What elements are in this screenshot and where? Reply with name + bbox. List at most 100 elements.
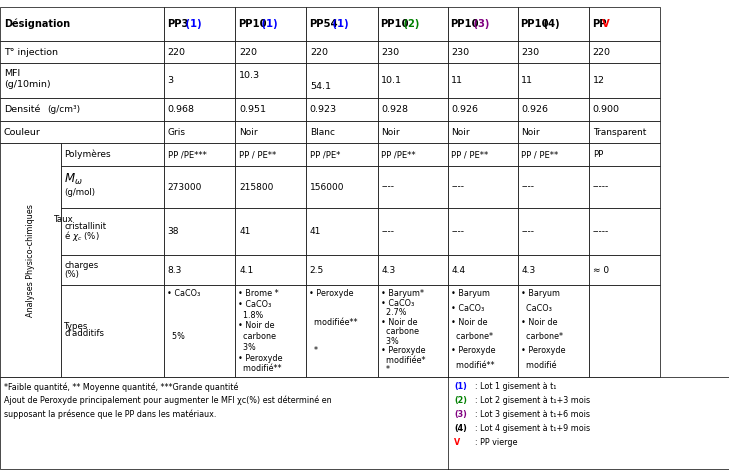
Text: • Noir de: • Noir de [381, 318, 417, 327]
Text: V: V [602, 19, 609, 29]
Text: • Peroxyde: • Peroxyde [521, 346, 565, 356]
Text: : Lot 1 gisement à t₁: : Lot 1 gisement à t₁ [475, 382, 556, 391]
Text: ≈ 0: ≈ 0 [593, 266, 609, 275]
Text: Couleur: Couleur [4, 128, 41, 137]
Bar [0, 41, 164, 64]
Text: Noir: Noir [521, 128, 540, 137]
Text: 4.4: 4.4 [451, 266, 465, 275]
Bar [589, 64, 660, 99]
Bar [448, 255, 518, 285]
Text: (g/10min): (g/10min) [4, 80, 50, 89]
Text: (g/cm³): (g/cm³) [47, 105, 80, 114]
Text: 220: 220 [310, 47, 328, 56]
Bar [61, 208, 164, 255]
Text: 11: 11 [451, 76, 463, 85]
Text: 0.923: 0.923 [310, 105, 337, 114]
Text: ----: ---- [381, 182, 394, 191]
Bar [378, 7, 448, 41]
Text: • Noir de: • Noir de [521, 318, 557, 327]
Text: PP / PE**: PP / PE** [239, 150, 276, 159]
Text: é $\chi_c$ (%): é $\chi_c$ (%) [64, 229, 100, 243]
Bar [235, 7, 306, 41]
Bar [164, 285, 235, 377]
Bar [235, 41, 306, 64]
Bar [518, 99, 589, 121]
Text: 1.8%: 1.8% [238, 310, 264, 319]
Bar [448, 41, 518, 64]
Bar [518, 7, 589, 41]
Text: 220: 220 [168, 47, 186, 56]
Text: modifié**: modifié** [238, 364, 282, 373]
Text: 3: 3 [168, 76, 174, 85]
Text: cristallinit: cristallinit [64, 222, 106, 231]
Bar [306, 121, 378, 144]
Text: PP / PE**: PP / PE** [451, 150, 488, 159]
Text: • Baryum: • Baryum [521, 289, 559, 298]
Text: Ajout de Peroxyde principalement pour augmenter le MFI χc(%) est déterminé en: Ajout de Peroxyde principalement pour au… [4, 396, 331, 405]
Text: *: * [381, 365, 389, 374]
Bar [518, 41, 589, 64]
Text: (%): (%) [64, 270, 79, 279]
Bar [0, 7, 164, 41]
Bar [589, 41, 660, 64]
Bar [164, 41, 235, 64]
Text: 3%: 3% [381, 337, 398, 346]
Bar [518, 208, 589, 255]
Text: PP / PE**: PP / PE** [521, 150, 558, 159]
Text: • Noir de: • Noir de [451, 318, 487, 327]
Bar [448, 64, 518, 99]
Text: 41: 41 [310, 227, 321, 236]
Text: (3): (3) [470, 19, 490, 29]
Text: (4): (4) [454, 424, 467, 433]
Text: Blanc: Blanc [310, 128, 335, 137]
Text: • Baryum*: • Baryum* [381, 289, 424, 298]
Text: Transparent: Transparent [593, 128, 646, 137]
Text: ----: ---- [521, 182, 534, 191]
Text: carbone: carbone [381, 328, 418, 337]
Text: 0.928: 0.928 [381, 105, 408, 114]
Text: (1): (1) [258, 19, 278, 29]
Bar [518, 64, 589, 99]
Bar [235, 99, 306, 121]
Text: Types: Types [64, 322, 88, 331]
Text: (g/mol): (g/mol) [64, 188, 95, 197]
Bar [306, 285, 378, 377]
Text: (2): (2) [454, 396, 467, 405]
Text: • Peroxyde: • Peroxyde [238, 354, 283, 363]
Text: Taux: Taux [54, 215, 74, 224]
Text: *Faible quantité, ** Moyenne quantité, ***Grande quantité: *Faible quantité, ** Moyenne quantité, *… [4, 383, 238, 392]
Text: 10.3: 10.3 [239, 71, 260, 80]
Bar [306, 255, 378, 285]
Text: : PP vierge: : PP vierge [475, 438, 517, 447]
Bar [235, 121, 306, 144]
Bar [518, 121, 589, 144]
Bar [589, 208, 660, 255]
Text: PP10: PP10 [451, 19, 479, 29]
Bar [378, 166, 448, 208]
Text: Noir: Noir [451, 128, 470, 137]
Text: • Peroxyde: • Peroxyde [451, 346, 495, 356]
Bar [378, 285, 448, 377]
Text: $M_{\omega}$: $M_{\omega}$ [64, 172, 83, 187]
Bar [164, 144, 235, 166]
Text: 12: 12 [593, 76, 604, 85]
Text: -----: ----- [593, 227, 609, 236]
Text: T° injection: T° injection [4, 47, 58, 56]
Text: PP10: PP10 [521, 19, 549, 29]
Text: • CaCO₃: • CaCO₃ [381, 299, 414, 308]
Bar [589, 166, 660, 208]
Text: 3%: 3% [238, 343, 256, 352]
Text: *: * [309, 346, 318, 356]
Bar [306, 41, 378, 64]
Text: d'additifs: d'additifs [64, 329, 104, 338]
Bar [235, 285, 306, 377]
Text: MFI: MFI [4, 69, 20, 78]
Text: 0.926: 0.926 [451, 105, 478, 114]
Bar [306, 7, 378, 41]
Bar [378, 99, 448, 121]
Text: 0.951: 0.951 [239, 105, 266, 114]
Text: • Baryum: • Baryum [451, 289, 489, 298]
Text: PP10: PP10 [238, 19, 267, 29]
Bar [448, 121, 518, 144]
Text: PP3: PP3 [167, 19, 188, 29]
